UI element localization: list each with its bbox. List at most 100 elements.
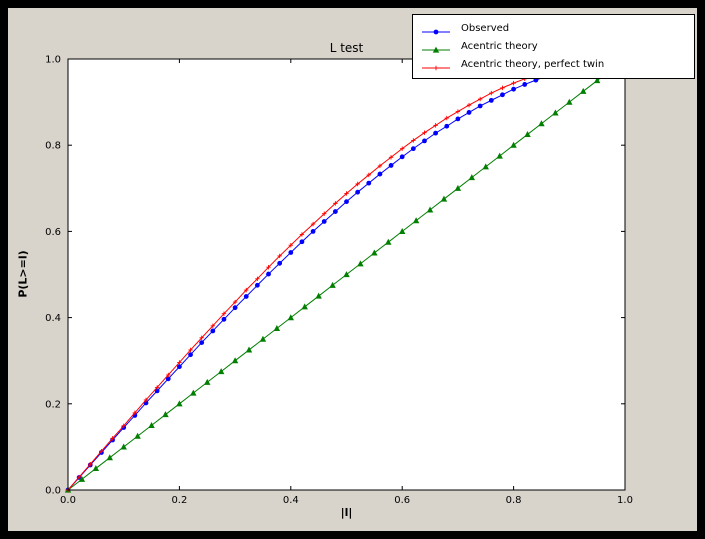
series-marker [454,184,462,191]
y-tick-label: 0.4 [45,313,61,324]
x-tick-label: 1.0 [617,495,633,506]
series-line [67,69,612,491]
series-marker [496,152,503,159]
y-axis-label: P(L>=l) [16,250,30,298]
series-marker [433,29,439,34]
y-tick-label: 0.6 [45,227,61,238]
series-marker [134,432,141,439]
series-marker [385,238,392,245]
series-marker [78,475,86,482]
legend-line-acentric-theory-icon [421,41,451,53]
series-marker [412,217,420,224]
series-marker [245,346,253,353]
series-marker [232,299,238,305]
series-marker [132,410,138,416]
x-tick-label: 0.0 [60,495,76,506]
plot-canvas: 0.0 0.2 0.4 0.6 0.8 1.0 0.0 0.2 0.4 0.6 0.8 1.0 [45,55,633,507]
series-marker [244,287,249,293]
y-tick-label: 0.8 [45,141,61,152]
series-marker [366,172,371,178]
series-marker [204,378,211,385]
series-marker [477,103,483,109]
series-marker [273,324,281,331]
series-marker [266,264,271,270]
y-tick-label: 0.2 [45,399,61,410]
legend-label-observed: Observed [461,23,510,34]
series-marker [466,102,472,108]
series-marker [190,389,197,396]
series-marker [593,77,601,84]
series-marker [455,109,461,114]
series-marker [254,282,260,288]
series-marker [422,130,427,135]
series-marker [176,400,183,407]
series-marker [277,253,282,259]
y-tick-label: 1.0 [45,55,61,66]
series-marker [343,271,350,278]
series-marker [255,276,260,282]
series-marker [511,86,516,92]
series-marker [552,109,559,116]
series-marker [371,249,378,256]
series-marker [165,376,171,382]
series-marker [433,130,439,136]
series-marker [444,115,449,121]
legend: Observed Acentric theory Acentric theory… [412,14,695,79]
series-marker [301,303,308,310]
series-marker [524,131,531,138]
series-marker [399,154,405,160]
series-marker [288,250,294,255]
series-marker [217,368,225,375]
series-marker [99,449,104,454]
series-marker [210,323,216,328]
series-marker [221,311,227,316]
x-tick-label: 0.6 [394,495,410,506]
series-marker [477,96,483,102]
series-marker [440,195,448,202]
series-marker [388,163,394,168]
series-marker [199,335,204,341]
series-marker [154,388,160,394]
series-marker [177,360,182,365]
series-marker [259,335,267,342]
series-marker [399,228,406,234]
series-marker [500,85,505,91]
series-marker [377,163,383,169]
series-marker [110,436,115,441]
series-marker [177,364,182,370]
legend-item-acentric-theory: Acentric theory [421,39,686,54]
series-marker [277,260,283,266]
legend-item-observed: Observed [421,21,686,36]
series-marker [426,206,434,213]
series-marker [310,221,316,227]
series-marker [510,141,517,148]
series-marker [482,163,489,170]
series-marker [468,174,476,181]
series-marker [444,123,450,129]
series-marker [357,260,364,267]
series-marker [221,316,227,322]
series-marker [121,423,126,428]
series-marker [333,201,338,206]
series-marker [411,138,416,143]
series-marker [243,294,249,299]
series-marker [355,189,361,195]
series-marker [500,92,505,98]
series-marker [88,461,93,467]
series-marker [299,239,305,245]
legend-label-acentric-theory: Acentric theory [461,41,538,52]
series-marker [299,232,305,237]
series-marker [315,292,322,299]
chart-title: L test [329,41,364,55]
series-marker [143,397,149,403]
series-marker [344,191,349,196]
series-marker [466,110,472,115]
series-marker [288,242,293,248]
series-marker [332,209,338,214]
x-tick-label: 0.8 [506,495,522,506]
series-marker [162,411,169,418]
series-marker [566,98,573,105]
series-marker [154,385,160,390]
series-marker [148,421,155,428]
